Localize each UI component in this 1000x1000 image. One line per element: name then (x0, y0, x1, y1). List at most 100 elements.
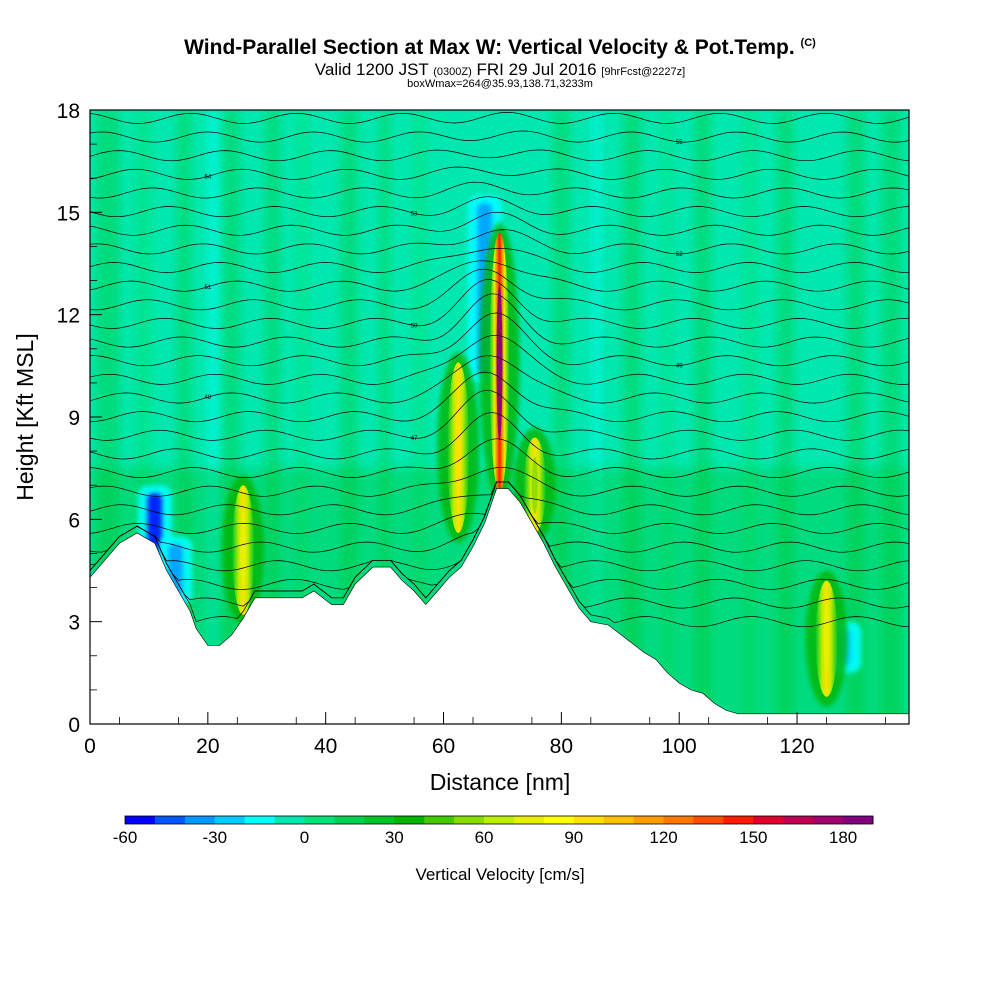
theta-contour-line (90, 112, 909, 124)
theta-contour-line (90, 166, 909, 180)
theta-contour-line (90, 334, 909, 385)
x-tick-label: 20 (196, 735, 219, 758)
theta-contour-line (90, 268, 909, 311)
colorbar-swatch (454, 816, 485, 824)
colorbar-swatch (424, 816, 455, 824)
colorbar-swatch (723, 816, 754, 824)
y-tick-label: 0 (68, 714, 80, 737)
colorbar-swatch (125, 816, 156, 824)
theta-contour-line (90, 229, 909, 255)
theta-contour-line (90, 371, 909, 423)
y-tick-label: 3 (68, 612, 80, 635)
colorbar-tick-label: 90 (564, 828, 583, 847)
chart-title: Wind-Parallel Section at Max W: Vertical… (0, 36, 1000, 60)
forecast-info: [9hrFcst@2227z] (601, 66, 686, 78)
colorbar-swatch (663, 816, 694, 824)
valid-utc: (0300Z) (433, 66, 472, 78)
colorbar-swatch (753, 816, 784, 824)
theta-contour-line (90, 481, 909, 516)
theta-contour-line (90, 466, 909, 497)
theta-contour-line (90, 260, 909, 292)
colorbar-swatch (484, 816, 515, 824)
colorbar-tick-label: -30 (202, 828, 227, 847)
theta-contour-label: 49 (676, 364, 683, 370)
y-tick-label: 9 (68, 407, 80, 430)
theta-contour-line (90, 412, 909, 460)
x-tick-label: 60 (432, 735, 455, 758)
theta-contour-label: 52 (676, 252, 683, 258)
colorbar-swatch (693, 816, 724, 824)
theta-contour-label: 48 (204, 395, 211, 401)
theta-contour-line (90, 312, 909, 367)
valid-date: FRI 29 Jul 2016 (476, 60, 597, 79)
background-streak (592, 110, 601, 724)
updraft-peak (496, 284, 503, 441)
colorbar-tick-label: 120 (649, 828, 677, 847)
colorbar-swatch (334, 816, 365, 824)
theta-contour-label: 53 (411, 211, 418, 217)
terrain-mask (90, 488, 909, 724)
x-tick-label: 100 (662, 735, 697, 758)
theta-contour-line (90, 279, 909, 329)
colorbar-swatch (633, 816, 665, 824)
theta-contour-line (90, 211, 909, 236)
updraft-peak (823, 603, 830, 674)
colorbar-swatch (364, 816, 395, 824)
colorbar-tick-label: 150 (739, 828, 767, 847)
velocity-cores (137, 195, 862, 707)
x-tick-label: 80 (550, 735, 573, 758)
updraft-peak (531, 456, 538, 514)
theta-contour-line (90, 130, 909, 143)
theta-contour-label: 51 (204, 285, 211, 291)
colorbar-frame (124, 815, 874, 825)
colorbar-title: Vertical Velocity [cm/s] (415, 865, 584, 884)
theta-contour-label: 47 (411, 436, 418, 442)
valid-time-line: Valid 1200 JST (0300Z) FRI 29 Jul 2016 [… (0, 60, 1000, 80)
x-tick-label: 120 (780, 735, 815, 758)
theta-contour-line (90, 438, 909, 479)
theta-contour-line (90, 149, 909, 162)
y-axis: 0 3 6 9 12 15 18 (57, 100, 102, 737)
colorbar-swatch (184, 816, 216, 824)
updraft-peak (240, 511, 247, 589)
theta-contour-line (90, 293, 909, 348)
y-tick-label: 18 (57, 100, 80, 123)
updraft-peak (455, 396, 462, 499)
copyright-mark: (C) (800, 37, 816, 49)
colorbar-swatch (274, 816, 306, 824)
y-tick-label: 15 (57, 202, 80, 225)
colorbar-swatch (244, 816, 276, 824)
theta-contour-line (90, 248, 909, 273)
background-streak (379, 110, 390, 724)
valid-prefix: Valid 1200 JST (314, 60, 429, 79)
y-axis-label: Height [Kft MSL] (12, 333, 38, 500)
chart-title-text: Wind-Parallel Section at Max W: Vertical… (184, 36, 795, 59)
theta-contour-line (90, 355, 909, 404)
colorbar-swatch (603, 816, 635, 824)
colorbar-swatch (843, 816, 874, 824)
colorbar-swatch (154, 816, 186, 824)
box-info: boxWmax=264@35.93,138.71,3233m (407, 78, 593, 90)
colorbar-swatch (304, 816, 335, 824)
colorbar-tick-label: 60 (475, 828, 494, 847)
x-axis: 0 20 40 60 80 100 120 (84, 712, 886, 758)
y-tick-label: 6 (68, 509, 80, 532)
colorbar-swatch (783, 816, 814, 824)
colorbar-swatch (394, 816, 425, 824)
theta-contour-line (90, 181, 909, 199)
theta-contour-line (90, 389, 909, 441)
colorbar-swatch (214, 816, 246, 824)
theta-contour-label: 54 (204, 174, 211, 180)
colorbar: -60 -30 0 30 60 90 120 150 180 (113, 815, 874, 847)
colorbar-swatch (543, 816, 575, 824)
background-streak (208, 110, 219, 724)
x-axis-label: Distance [nm] (430, 769, 571, 795)
theta-contour-label: 50 (411, 323, 418, 329)
x-tick-label: 40 (314, 735, 337, 758)
colorbar-tick-label: 30 (385, 828, 404, 847)
colorbar-tick-label: -60 (113, 828, 138, 847)
plot-area: 47 48 49 50 51 52 53 54 55 (90, 110, 909, 724)
colorbar-tick-label: 180 (829, 828, 857, 847)
x-tick-label: 0 (84, 735, 96, 758)
